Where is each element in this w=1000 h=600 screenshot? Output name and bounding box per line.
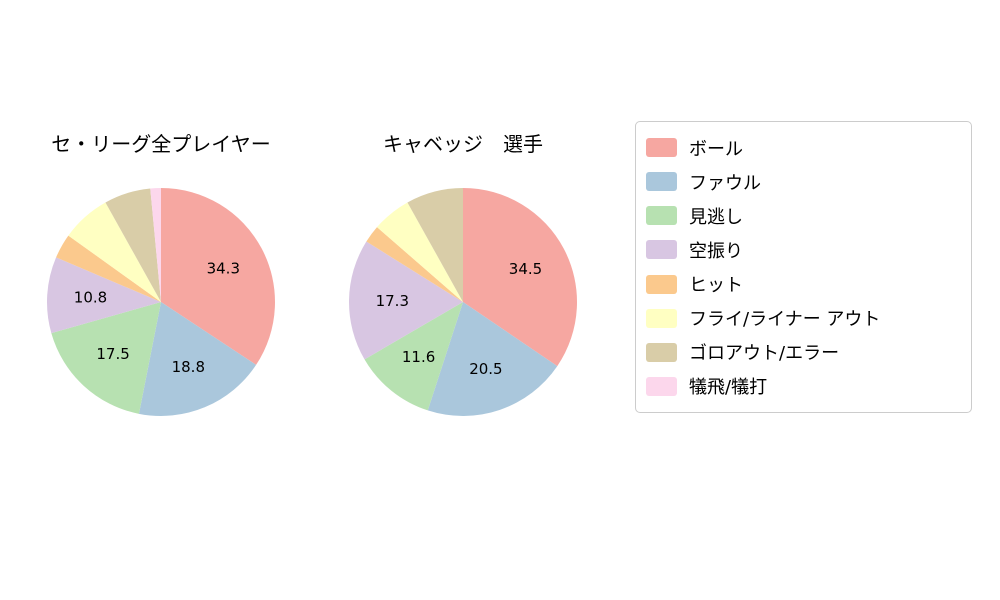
legend-item-5: フライ/ライナー アウト (646, 302, 961, 335)
pie-slice-1-0 (463, 188, 578, 367)
pie-slice-0-6 (105, 188, 161, 302)
pie-slice-1-6 (407, 188, 463, 302)
legend-label: 犠飛/犠打 (689, 377, 768, 399)
legend-swatch (646, 308, 677, 328)
legend-item-6: ゴロアウト/エラー (646, 336, 961, 369)
pie-slice-label-0-1: 18.8 (172, 358, 205, 376)
pie-slice-label-0-2: 17.5 (96, 345, 129, 363)
pie-slice-0-2 (51, 302, 161, 414)
legend: ボールファウル見逃し空振りヒットフライ/ライナー アウト ゴロアウト/エラー 犠飛/… (635, 121, 972, 413)
pie-slice-label-1-2: 11.6 (402, 348, 435, 366)
legend-label: フライ/ライナー アウト (689, 309, 881, 331)
pie-slice-label-1-1: 20.5 (469, 360, 502, 378)
pie-title-right: キャベッジ 選手 (383, 132, 543, 156)
pie-slice-0-7 (150, 188, 161, 302)
legend-item-3: 空振り (646, 233, 961, 266)
legend-swatch (646, 342, 677, 362)
pie-slice-label-0-3: 10.8 (74, 289, 107, 307)
pie-slice-label-1-3: 17.3 (376, 292, 409, 310)
legend-label: ゴロアウト/エラー (689, 343, 840, 365)
pie-slice-1-2 (364, 302, 463, 411)
pie-slice-0-1 (138, 302, 257, 416)
pie-slice-label-1-0: 34.5 (509, 260, 542, 278)
pie-slice-0-3 (46, 257, 161, 334)
pie-slice-label-0-0: 34.3 (207, 260, 240, 278)
legend-swatch (646, 240, 677, 260)
legend-label: ボール (689, 138, 743, 160)
legend-item-1: ファウル (646, 165, 961, 198)
legend-label: 見逃し (689, 206, 743, 228)
pie-title-left: セ・リーグ全プレイヤー (51, 132, 271, 156)
legend-swatch (646, 274, 677, 294)
pie-slice-0-4 (56, 235, 162, 302)
legend-swatch (646, 206, 677, 226)
legend-label: ファウル (689, 172, 761, 194)
legend-item-2: 見逃し (646, 199, 961, 232)
legend-swatch (646, 172, 677, 192)
legend-swatch (646, 138, 677, 157)
pie-slice-0-0 (161, 188, 275, 365)
legend-swatch (646, 376, 677, 396)
pie-slice-0-5 (68, 202, 161, 302)
legend-item-4: ヒット (646, 268, 961, 301)
pie-slice-1-1 (427, 302, 558, 417)
legend-item-7: 犠飛/犠打 (646, 370, 961, 403)
pie-slice-1-3 (348, 241, 463, 360)
legend-label: ヒット (689, 275, 743, 297)
pie-slice-1-5 (377, 202, 463, 302)
pie-slice-1-4 (366, 227, 463, 302)
legend-label: 空振り (689, 240, 743, 262)
legend-item-0: ボール (646, 131, 961, 164)
